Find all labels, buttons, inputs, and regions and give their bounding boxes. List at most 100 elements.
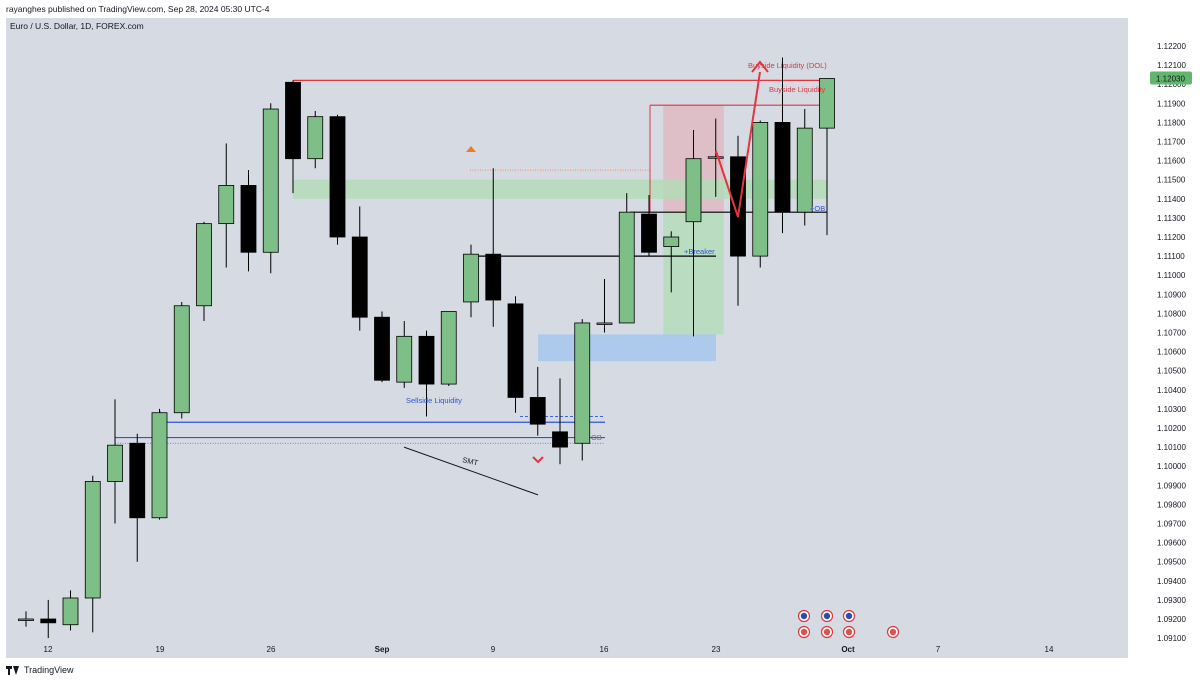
time-tick-label: 16 (600, 645, 609, 654)
bull-candle (218, 185, 235, 225)
bear-candle (774, 122, 791, 213)
price-tick-label: 1.11400 (1157, 195, 1186, 204)
price-tick-label: 1.11700 (1157, 138, 1186, 147)
bear-candle (730, 156, 746, 257)
bull-candle (796, 127, 813, 213)
buyside-liquidity-label: Buyside Liquidity (769, 85, 826, 94)
price-tick-label: 1.10800 (1157, 309, 1186, 318)
smt-line (403, 446, 539, 496)
price-tick-label: 1.11900 (1157, 99, 1186, 108)
bull-candle (173, 305, 190, 414)
bull-candle (685, 158, 702, 223)
tradingview-logo-icon (6, 665, 20, 675)
bull-candle (262, 108, 279, 253)
price-tick-label: 1.09400 (1157, 577, 1186, 586)
publisher-text: rayanghes published on TradingView.com, … (6, 4, 270, 14)
footer-bar (0, 660, 1200, 680)
breaker-plus-label: +Breaker (684, 247, 715, 256)
time-tick-label: 9 (491, 645, 496, 654)
bear-candle (485, 253, 502, 301)
time-tick-label: Sep (375, 645, 390, 654)
price-tick-label: 1.12200 (1157, 42, 1186, 51)
price-tick-label: 1.11100 (1157, 252, 1185, 261)
bull-candle (107, 444, 123, 482)
bull-candle (752, 122, 769, 257)
time-tick-label: 19 (156, 645, 165, 654)
bull-candle (707, 156, 724, 159)
price-tick-label: 1.11200 (1157, 233, 1186, 242)
bear-candle (285, 81, 301, 160)
price-tick-label: 1.11300 (1157, 214, 1186, 223)
price-tick-label: 1.11000 (1157, 271, 1186, 280)
current-price-label: 1.12030 (1156, 74, 1185, 83)
buyside-dol-label: Buyside Liquidity (DOL) (748, 61, 827, 70)
bull-candle (18, 618, 34, 621)
bull-candle (440, 311, 457, 385)
eu-flag-icon (800, 612, 808, 620)
bull-candle (663, 236, 680, 247)
bull-candle (62, 597, 79, 626)
price-tick-label: 1.09200 (1157, 615, 1186, 624)
time-tick-label: Oct (841, 645, 855, 654)
current-price-badge (1150, 71, 1192, 85)
bear-candle (40, 618, 57, 624)
bear-candle (418, 335, 435, 385)
bear-candle (329, 116, 346, 238)
price-tick-label: 1.12000 (1157, 80, 1186, 89)
bull-candle (819, 78, 835, 129)
price-tick-label: 1.09800 (1157, 500, 1186, 509)
bear-candle (240, 185, 257, 253)
bear-candle (507, 303, 524, 398)
tradingview-brand[interactable]: TradingView (6, 665, 74, 675)
price-tick-label: 1.10300 (1157, 405, 1186, 414)
bear-candle (552, 431, 568, 448)
price-tick-label: 1.09900 (1157, 481, 1186, 490)
bear-candle (641, 213, 657, 253)
price-tick-label: 1.10200 (1157, 424, 1186, 433)
us-flag-icon (800, 628, 808, 636)
us-flag-icon (823, 628, 831, 636)
bear-candle (351, 236, 368, 318)
bear-candle (374, 316, 390, 381)
tradingview-brand-label: TradingView (24, 665, 74, 675)
bull-candle (574, 322, 591, 444)
price-tick-label: 1.10700 (1157, 329, 1186, 338)
projection-arrow-icon (751, 60, 769, 73)
projection-path (715, 71, 761, 218)
eu-flag-icon (845, 612, 853, 620)
price-tick-label: 1.10100 (1157, 443, 1186, 452)
price-tick-label: 1.09600 (1157, 539, 1186, 548)
top-bar (0, 0, 1200, 18)
price-tick-label: 1.10400 (1157, 386, 1186, 395)
bear-candle (129, 442, 146, 519)
orange-up-triangle-icon (466, 146, 476, 152)
bull-candle (151, 412, 168, 519)
time-tick-label: 12 (44, 645, 53, 654)
time-tick-label: 23 (712, 645, 721, 654)
price-tick-label: 1.11500 (1157, 176, 1186, 185)
bull-candle (307, 116, 324, 160)
bull-candle (84, 481, 101, 599)
bull-candle (196, 223, 212, 307)
time-tick-label: 14 (1045, 645, 1054, 654)
bullish-ob-zone (293, 179, 827, 199)
price-tick-label: 1.12100 (1157, 61, 1186, 70)
price-tick-label: 1.09700 (1157, 520, 1186, 529)
price-tick-label: 1.11600 (1157, 157, 1186, 166)
price-tick-label: 1.10600 (1157, 348, 1186, 357)
price-tick-label: 1.10900 (1157, 290, 1186, 299)
us-flag-icon (889, 628, 897, 636)
us-flag-icon (845, 628, 853, 636)
eu-flag-icon (823, 612, 831, 620)
red-down-chevron-icon (532, 456, 544, 464)
symbol-title: Euro / U.S. Dollar, 1D, FOREX.com (10, 21, 144, 31)
price-tick-label: 1.09500 (1157, 558, 1186, 567)
price-tick-label: 1.09300 (1157, 596, 1186, 605)
price-tick-label: 1.11800 (1157, 118, 1186, 127)
bull-candle (396, 335, 413, 383)
smt-label: SMT (462, 455, 480, 467)
price-axis[interactable] (1128, 18, 1200, 658)
ob-plus-label: +OB (810, 204, 825, 213)
bear-candle (529, 397, 546, 425)
